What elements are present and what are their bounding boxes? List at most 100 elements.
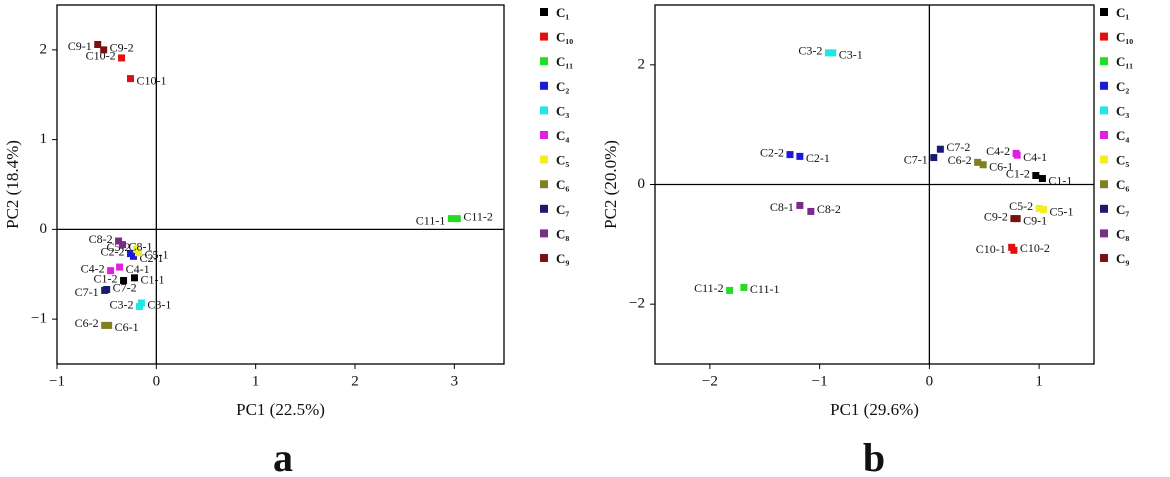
x-axis-title: PC1 (22.5%) [236, 400, 325, 419]
data-point [120, 277, 128, 285]
legend-label: C₈ [556, 226, 569, 241]
legend-marker [1100, 155, 1108, 164]
point-label: C4-1 [1023, 150, 1047, 164]
data-point [1010, 215, 1018, 223]
x-tick-label: −2 [702, 373, 718, 389]
data-point [936, 145, 944, 153]
legend-label: C₄ [556, 128, 569, 143]
y-tick-label: 0 [40, 221, 48, 237]
y-tick-label: −1 [31, 311, 47, 327]
legend-label: C₅ [556, 153, 569, 168]
legend-label: C₁₁ [1116, 54, 1133, 69]
data-point [807, 207, 815, 215]
legend-marker [1100, 8, 1108, 16]
x-tick-label: −1 [812, 373, 828, 389]
point-label: C9-2 [984, 209, 1008, 223]
legend-label: C₁ [1116, 5, 1129, 20]
data-point [119, 241, 127, 249]
x-tick-label: 0 [926, 373, 934, 389]
legend-marker [540, 81, 548, 90]
panel-label: a [273, 435, 293, 477]
point-label: C3-2 [798, 44, 822, 58]
data-point [1035, 204, 1043, 212]
x-tick-label: 3 [451, 373, 459, 389]
legend-label: C₈ [1116, 226, 1129, 241]
legend-label: C₆ [556, 177, 569, 192]
legend-marker [1100, 180, 1108, 189]
point-label: C9-1 [68, 39, 92, 53]
data-point [1032, 172, 1040, 180]
point-label: C10-2 [86, 49, 116, 63]
data-point [100, 46, 108, 54]
data-point [453, 215, 461, 223]
x-axis-title: PC1 (29.6%) [830, 400, 919, 419]
data-point [130, 274, 138, 282]
point-label: C8-2 [817, 202, 841, 216]
legend-label: C₇ [1116, 202, 1129, 217]
legend-marker [540, 254, 548, 262]
legend-label: C₁₁ [556, 54, 573, 69]
data-point [105, 321, 113, 329]
data-point [824, 49, 832, 57]
point-label: C2-1 [139, 251, 163, 265]
legend-marker [540, 131, 548, 139]
data-point [979, 161, 987, 169]
data-point [796, 152, 804, 160]
x-tick-label: 2 [351, 373, 359, 389]
data-point [974, 158, 982, 166]
x-tick-label: 0 [153, 373, 161, 389]
data-point [829, 49, 837, 57]
data-point [107, 267, 115, 275]
legend-label: C₅ [1116, 153, 1129, 168]
point-label: C6-1 [989, 160, 1013, 174]
legend-marker [1100, 254, 1108, 262]
point-label: C7-2 [946, 140, 970, 154]
y-axis-title: PC2 (20.0%) [601, 140, 620, 229]
legend-marker [540, 229, 548, 238]
point-label: C11-1 [750, 282, 780, 296]
point-label: C2-1 [806, 151, 830, 165]
legend-marker [540, 8, 548, 16]
point-label: C8-2 [89, 232, 113, 246]
point-label: C3-2 [109, 297, 133, 311]
legend-label: C₁ [556, 5, 569, 20]
point-label: C3-1 [839, 48, 863, 62]
x-tick-label: −1 [49, 373, 65, 389]
point-label: C4-2 [81, 261, 105, 275]
data-point [94, 40, 102, 48]
point-label: C2-2 [760, 145, 784, 159]
legend-label: C₃ [556, 103, 569, 118]
point-label: C11-2 [694, 281, 724, 295]
y-tick-label: −2 [629, 296, 645, 312]
legend-label: C₆ [1116, 177, 1129, 192]
point-label: C4-1 [126, 262, 150, 276]
legend-marker [540, 180, 548, 189]
data-point [101, 321, 109, 329]
point-label: C10-1 [976, 242, 1006, 256]
point-label: C5-2 [1009, 199, 1033, 213]
legend-label: C₁₀ [1116, 30, 1133, 45]
point-label: C10-2 [1020, 241, 1050, 255]
point-label: C9-1 [1023, 213, 1047, 227]
legend-label: C₂ [556, 79, 569, 94]
point-label: C11-1 [416, 213, 446, 227]
x-tick-label: 1 [1035, 373, 1043, 389]
legend-marker [540, 106, 548, 115]
point-label: C1-2 [94, 271, 118, 285]
legend-marker [1100, 131, 1108, 139]
x-tick-label: 1 [252, 373, 260, 389]
point-label: C9-2 [110, 41, 134, 55]
y-tick-label: 0 [638, 176, 646, 192]
legend-marker [1100, 32, 1108, 41]
legend-marker [540, 155, 548, 164]
y-tick-label: 1 [40, 131, 48, 147]
legend-marker [1100, 57, 1108, 66]
legend-marker [1100, 81, 1108, 90]
data-point [726, 286, 734, 294]
legend-label: C₉ [1116, 251, 1129, 266]
data-point [134, 249, 142, 257]
legend-label: C₉ [556, 251, 569, 266]
data-point [132, 245, 140, 253]
legend-label: C₃ [1116, 103, 1129, 118]
